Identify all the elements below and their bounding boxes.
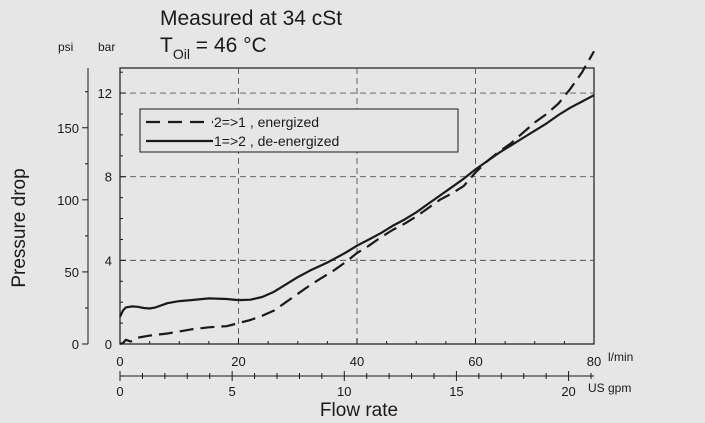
psi-unit-label: psi	[58, 40, 73, 54]
x-tick-label: 40	[350, 354, 364, 369]
series-line-de-energized	[119, 94, 595, 318]
bar-tick-label: 4	[105, 253, 112, 268]
y-axis-label: Pressure drop	[9, 168, 30, 287]
legend-box	[139, 108, 459, 153]
chart-subtitle: TOil = 46 °C	[160, 34, 267, 62]
bar-axis: 0 4 8 12	[98, 71, 126, 352]
gpm-tick-label: 10	[337, 384, 351, 399]
gpm-tick-label: 20	[561, 384, 575, 399]
bar-unit-label: bar	[98, 40, 115, 54]
x-tick-label: 60	[468, 354, 482, 369]
x-tick-label: 0	[116, 354, 123, 369]
bar-tick-label: 0	[105, 337, 112, 352]
legend: 2=>1 , energized 1=>2 , de-energized	[139, 108, 459, 153]
gpm-tick-label: 5	[229, 384, 236, 399]
x-tick-label: 80	[587, 354, 601, 369]
chart-title: Measured at 34 cSt	[160, 7, 342, 30]
psi-axis: 0 50 100 150	[57, 68, 89, 352]
psi-tick-label: 100	[57, 193, 79, 208]
series-line-energized	[119, 50, 595, 346]
legend-label-energized: 2=>1 , energized	[214, 114, 319, 130]
series-lines	[119, 50, 595, 346]
lpm-unit-label: l/min	[608, 350, 633, 364]
x-axis-lpm: 0 20 40 60 80	[116, 338, 601, 369]
psi-tick-label: 0	[72, 337, 79, 352]
bar-tick-label: 8	[105, 170, 112, 185]
psi-tick-label: 150	[57, 121, 79, 136]
x-tick-label: 20	[231, 354, 245, 369]
gpm-tick-label: 15	[449, 384, 463, 399]
gpm-tick-label: 0	[116, 384, 123, 399]
x-axis-label: Flow rate	[320, 400, 398, 421]
x-axis-gpm: 0 5 10 15 20	[116, 371, 594, 399]
legend-label-de-energized: 1=>2 , de-energized	[214, 133, 339, 149]
gpm-unit-label: US gpm	[588, 381, 631, 395]
bar-tick-label: 12	[98, 86, 112, 101]
psi-tick-label: 50	[65, 265, 79, 280]
